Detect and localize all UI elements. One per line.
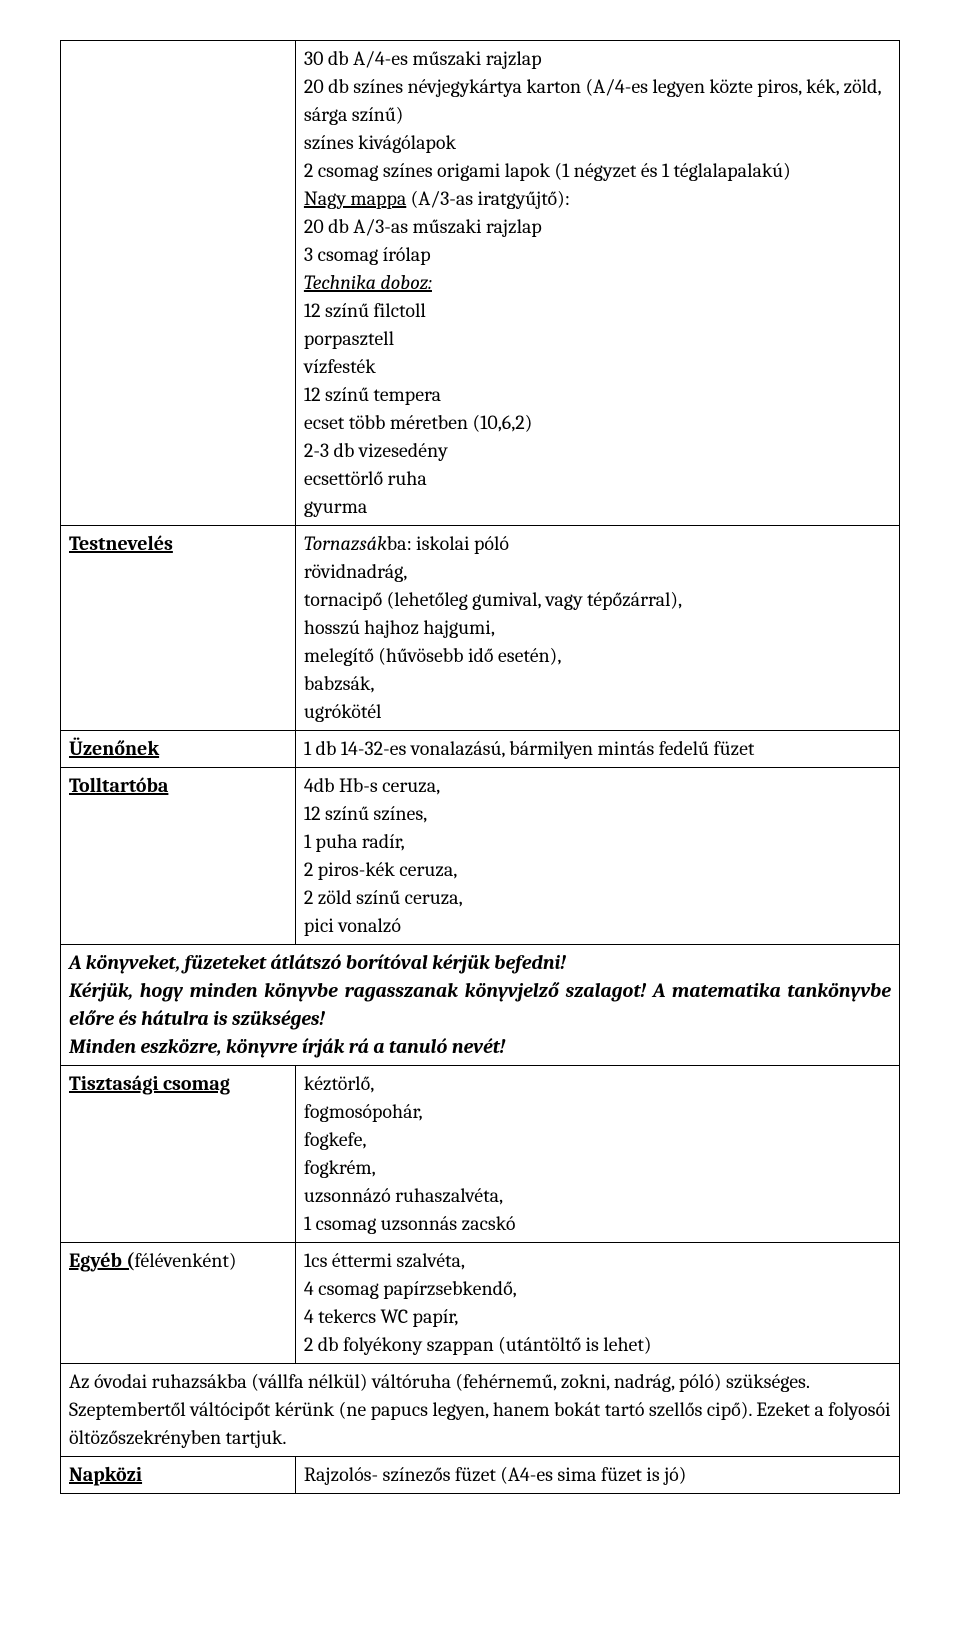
row2-line-5: ugrókötél	[304, 698, 891, 726]
row1-mappa-line-1: 3 csomag írólap	[304, 241, 891, 269]
row7-line-2: 4 tekercs WC papír,	[304, 1303, 891, 1331]
row1-line-2: színes kivágólapok	[304, 129, 891, 157]
row7-content-cell: 1cs éttermi szalvéta, 4 csomag papírzseb…	[295, 1243, 899, 1364]
row1-tech-line-5: 2-3 db vizesedény	[304, 437, 891, 465]
row4-line-3: 2 piros-kék ceruza,	[304, 856, 891, 884]
row1-mappa-line-0: 20 db A/3-as műszaki rajzlap	[304, 213, 891, 241]
row1-tech-line-4: ecset több méretben (10,6,2)	[304, 409, 891, 437]
row2-line-1: tornacipő (lehetőleg gumival, vagy tépőz…	[304, 586, 891, 614]
row4-content-cell: 4db Hb-s ceruza, 12 színű színes, 1 puha…	[295, 768, 899, 945]
row2-line-3: melegítő (hűvösebb idő esetén),	[304, 642, 891, 670]
row7-line-1: 4 csomag papírzsebkendő,	[304, 1275, 891, 1303]
row1-line-3: 2 csomag színes origami lapok (1 négyzet…	[304, 157, 891, 185]
row6-content-cell: kéztörlő, fogmosópohár, fogkefe, fogkrém…	[295, 1066, 899, 1243]
row2-line-2: hosszú hajhoz hajgumi,	[304, 614, 891, 642]
row1-mappa-heading: Nagy mappa (A/3-as iratgyűjtő):	[304, 185, 891, 213]
row3-content-cell: 1 db 14-32-es vonalazású, bármilyen mint…	[295, 731, 899, 768]
row1-tech-line-7: gyurma	[304, 493, 891, 521]
row1-tech-line-3: 12 színű tempera	[304, 381, 891, 409]
row5-cell: A könyveket, füzeteket átlátszó borítóva…	[61, 945, 900, 1066]
row1-line-1: 20 db színes névjegykártya karton (A/4-e…	[304, 73, 891, 129]
row4-line-2: 1 puha radír,	[304, 828, 891, 856]
row1-tech-line-6: ecsettörlő ruha	[304, 465, 891, 493]
row6-line-2: fogkefe,	[304, 1126, 891, 1154]
row2-first-line: Tornazsákba: iskolai póló	[304, 530, 891, 558]
row7-line-0: 1cs éttermi szalvéta,	[304, 1247, 891, 1275]
row5-line2: Kérjük, hogy minden könyvbe ragasszanak …	[69, 977, 891, 1033]
row4-line-5: pici vonalzó	[304, 912, 891, 940]
row2-label-cell: Testnevelés	[61, 526, 296, 731]
row1-tech-line-0: 12 színű filctoll	[304, 297, 891, 325]
row6-line-1: fogmosópohár,	[304, 1098, 891, 1126]
row7-label-cell: Egyéb (félévenként)	[61, 1243, 296, 1364]
row6-line-0: kéztörlő,	[304, 1070, 891, 1098]
row9-label-cell: Napközi	[61, 1457, 296, 1494]
row1-line-0: 30 db A/4-es műszaki rajzlap	[304, 45, 891, 73]
row8-line2: Szeptembertől váltócipőt kérünk (ne papu…	[69, 1396, 891, 1452]
row5-line3: Minden eszközre, könyvre írják rá a tanu…	[69, 1033, 891, 1061]
row6-line-5: 1 csomag uzsonnás zacskó	[304, 1210, 891, 1238]
row6-line-4: uzsonnázó ruhaszalvéta,	[304, 1182, 891, 1210]
row1-tech-line-2: vízfesték	[304, 353, 891, 381]
row4-line-4: 2 zöld színű ceruza,	[304, 884, 891, 912]
row2-line-0: rövidnadrág,	[304, 558, 891, 586]
row4-line-1: 12 színű színes,	[304, 800, 891, 828]
row4-line-0: 4db Hb-s ceruza,	[304, 772, 891, 800]
row5-line1: A könyveket, füzeteket átlátszó borítóva…	[69, 949, 891, 977]
row8-line1: Az óvodai ruhazsákba (vállfa nélkül) vál…	[69, 1368, 891, 1396]
row2-content-cell: Tornazsákba: iskolai póló rövidnadrág, t…	[295, 526, 899, 731]
row1-tech-heading: Technika doboz:	[304, 269, 891, 297]
row2-line-4: babzsák,	[304, 670, 891, 698]
row3-label-cell: Üzenőnek	[61, 731, 296, 768]
row4-label-cell: Tolltartóba	[61, 768, 296, 945]
row7-line-3: 2 db folyékony szappan (utántöltő is leh…	[304, 1331, 891, 1359]
row1-tech-line-1: porpasztell	[304, 325, 891, 353]
row1-content-cell: 30 db A/4-es műszaki rajzlap 20 db színe…	[295, 41, 899, 526]
row6-line-3: fogkrém,	[304, 1154, 891, 1182]
row8-cell: Az óvodai ruhazsákba (vállfa nélkül) vál…	[61, 1364, 900, 1457]
row1-label-cell	[61, 41, 296, 526]
row9-content-cell: Rajzolós- színezős füzet (A4-es sima füz…	[295, 1457, 899, 1494]
row6-label-cell: Tisztasági csomag	[61, 1066, 296, 1243]
document-table: 30 db A/4-es műszaki rajzlap 20 db színe…	[60, 40, 900, 1494]
